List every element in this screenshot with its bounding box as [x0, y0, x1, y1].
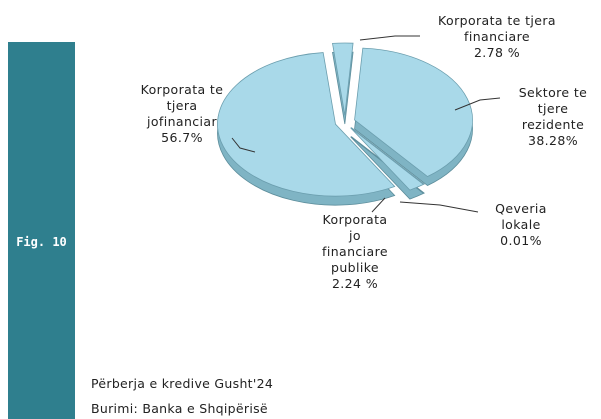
slice-name: Korporata te tjera financiare: [438, 13, 556, 44]
slice: [350, 127, 425, 191]
slice-value: 56.7%: [161, 130, 203, 145]
slice-value: 0.01%: [500, 233, 542, 248]
slice-value: 2.78 %: [473, 45, 521, 60]
slice-label: Korporata jo financiare publike 2.24 %: [315, 212, 395, 292]
slice-label: Korporata te tjera jofinanciar 56.7%: [130, 82, 235, 146]
slice: [217, 52, 396, 197]
sidebar: Fig. 10: [8, 42, 75, 419]
slice: [332, 42, 354, 116]
slice-label: Sektore te tjere rezidente 38.28%: [513, 85, 593, 149]
slice-name: Qeveria lokale: [495, 201, 547, 232]
leader-line: [371, 197, 386, 213]
slice: [350, 127, 425, 185]
leader-line: [399, 201, 479, 213]
slice: [354, 47, 473, 177]
leader-line: [359, 35, 420, 41]
leaders: [231, 35, 501, 213]
slice-name: Korporata jo financiare publike: [322, 212, 388, 275]
caption: Përberja e kredive Gusht'24: [91, 376, 274, 391]
slice-name: Korporata te tjera jofinanciar: [140, 82, 224, 129]
slice-value: 38.28%: [527, 133, 579, 148]
source: Burimi: Banka e Shqipërisë: [91, 401, 268, 416]
slice-label: Korporata te tjera financiare 2.78 %: [430, 13, 565, 61]
pie: [217, 42, 473, 206]
slice-label: Qeveria lokale 0.01%: [486, 201, 556, 249]
leader-line: [231, 137, 256, 153]
figure-label: Fig. 10: [16, 235, 67, 249]
slice-name: Sektore te tjere rezidente: [518, 85, 588, 132]
leader-line: [454, 97, 501, 111]
slice-value: 2.24 %: [331, 276, 379, 291]
